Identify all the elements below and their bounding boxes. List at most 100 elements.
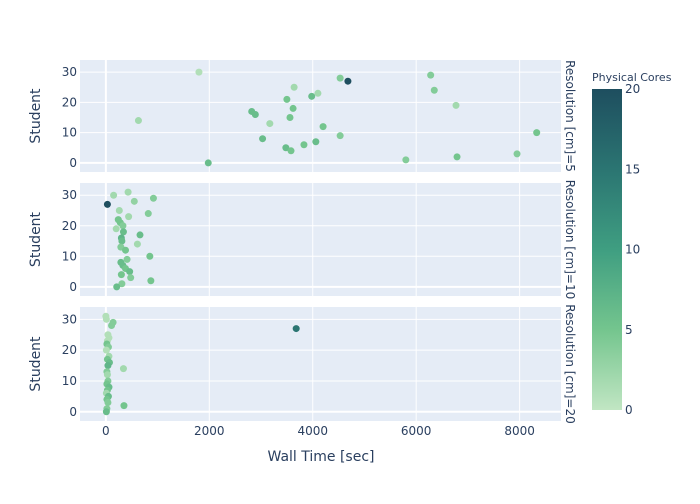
y-axis-title: Student bbox=[28, 336, 44, 392]
scatter-point[interactable] bbox=[110, 191, 118, 199]
scatter-point[interactable] bbox=[102, 315, 110, 323]
scatter-point[interactable] bbox=[113, 283, 121, 291]
y-tick-label: 0 bbox=[69, 280, 77, 294]
scatter-point[interactable] bbox=[266, 120, 274, 128]
scatter-point[interactable] bbox=[149, 194, 157, 202]
scatter-point[interactable] bbox=[319, 123, 327, 131]
scatter-point[interactable] bbox=[108, 321, 116, 329]
scatter-point[interactable] bbox=[104, 362, 112, 370]
scatter-point[interactable] bbox=[127, 274, 135, 282]
scatter-point[interactable] bbox=[452, 101, 460, 109]
colorbar-tick-label: 0 bbox=[625, 403, 633, 417]
scatter-point[interactable] bbox=[146, 252, 154, 260]
scatter-point[interactable] bbox=[195, 68, 203, 76]
scatter-point[interactable] bbox=[122, 246, 130, 254]
scatter-point[interactable] bbox=[120, 402, 128, 410]
scatter-point[interactable] bbox=[292, 325, 300, 333]
colorbar-tick-label: 15 bbox=[625, 162, 640, 176]
colorbar-tick-label: 5 bbox=[625, 323, 633, 337]
scatter-point[interactable] bbox=[118, 237, 126, 245]
scatter-point[interactable] bbox=[430, 86, 438, 94]
scatter-point[interactable] bbox=[119, 365, 127, 373]
scatter-point[interactable] bbox=[102, 408, 110, 416]
scatter-point[interactable] bbox=[119, 228, 127, 236]
y-tick-label: 30 bbox=[62, 65, 77, 79]
x-tick-label: 0 bbox=[102, 424, 110, 438]
colorbar: Physical Cores 0 5 10 15 20 bbox=[592, 71, 672, 417]
scatter-point[interactable] bbox=[112, 225, 120, 233]
scatter-point[interactable] bbox=[308, 92, 316, 100]
colorbar-title: Physical Cores bbox=[592, 71, 672, 84]
x-axis-title: Wall Time [sec] bbox=[268, 449, 375, 465]
plot-background bbox=[80, 307, 561, 421]
colorbar-tick-label: 20 bbox=[625, 82, 640, 96]
facet-label: Resolution [cm]=20 bbox=[563, 304, 577, 424]
colorbar-tick-label: 10 bbox=[625, 243, 640, 257]
facet-label: Resolution [cm]=10 bbox=[563, 180, 577, 300]
y-tick-label: 10 bbox=[62, 126, 77, 140]
facet-label: Resolution [cm]=5 bbox=[563, 60, 577, 172]
panel-2: 0 10 20 30 Student Resolution [cm]=10 bbox=[28, 180, 577, 300]
x-tick-label: 8000 bbox=[504, 424, 535, 438]
scatter-point[interactable] bbox=[103, 371, 111, 379]
scatter-point[interactable] bbox=[300, 141, 308, 149]
scatter-point[interactable] bbox=[133, 240, 141, 248]
scatter-point[interactable] bbox=[123, 255, 131, 263]
scatter-point[interactable] bbox=[344, 77, 352, 85]
y-tick-label: 20 bbox=[62, 95, 77, 109]
scatter-point[interactable] bbox=[102, 346, 110, 354]
y-tick-label: 30 bbox=[62, 312, 77, 326]
x-tick-label: 2000 bbox=[194, 424, 225, 438]
plot-background bbox=[80, 60, 561, 172]
scatter-point[interactable] bbox=[427, 71, 435, 79]
y-axis-title: Student bbox=[28, 211, 44, 267]
scatter-point[interactable] bbox=[283, 95, 291, 103]
scatter-point[interactable] bbox=[282, 144, 290, 152]
scatter-point[interactable] bbox=[533, 129, 541, 137]
scatter-point[interactable] bbox=[115, 206, 123, 214]
scatter-point[interactable] bbox=[336, 74, 344, 82]
scatter-point[interactable] bbox=[290, 83, 298, 91]
scatter-point[interactable] bbox=[251, 110, 259, 118]
scatter-point[interactable] bbox=[289, 104, 297, 112]
y-tick-label: 10 bbox=[62, 374, 77, 388]
panel-3: 0 10 20 30 Student Resolution [cm]=20 bbox=[28, 304, 577, 424]
scatter-point[interactable] bbox=[136, 231, 144, 239]
scatter-point[interactable] bbox=[287, 147, 295, 155]
scatter-point[interactable] bbox=[402, 156, 410, 164]
x-tick-label: 6000 bbox=[401, 424, 432, 438]
scatter-point[interactable] bbox=[312, 138, 320, 146]
scatter-point[interactable] bbox=[103, 200, 111, 208]
scatter-point[interactable] bbox=[126, 268, 134, 276]
scatter-point[interactable] bbox=[124, 188, 132, 196]
scatter-point[interactable] bbox=[117, 271, 125, 279]
colorbar-gradient bbox=[592, 89, 622, 410]
scatter-point[interactable] bbox=[130, 197, 138, 205]
scatter-point[interactable] bbox=[147, 277, 155, 285]
scatter-point[interactable] bbox=[336, 132, 344, 140]
y-tick-label: 20 bbox=[62, 219, 77, 233]
scatter-point[interactable] bbox=[453, 153, 461, 161]
plot-background bbox=[80, 183, 561, 296]
y-tick-label: 0 bbox=[69, 405, 77, 419]
y-tick-label: 10 bbox=[62, 249, 77, 263]
scatter-point[interactable] bbox=[118, 280, 126, 288]
x-tick-label: 4000 bbox=[297, 424, 328, 438]
scatter-point[interactable] bbox=[134, 117, 142, 125]
scatter-point[interactable] bbox=[314, 89, 322, 97]
scatter-point[interactable] bbox=[513, 150, 521, 158]
scatter-point[interactable] bbox=[286, 114, 294, 122]
y-tick-label: 30 bbox=[62, 188, 77, 202]
panel-1: 0 10 20 30 Student Resolution [cm]=5 bbox=[28, 60, 577, 172]
y-axis-title: Student bbox=[28, 88, 44, 144]
y-tick-label: 20 bbox=[62, 343, 77, 357]
scatter-point[interactable] bbox=[144, 210, 152, 218]
scatter-point[interactable] bbox=[104, 399, 112, 407]
y-tick-label: 0 bbox=[69, 156, 77, 170]
scatter-point[interactable] bbox=[119, 222, 127, 230]
scatter-point[interactable] bbox=[259, 135, 267, 143]
scatter-point[interactable] bbox=[125, 213, 133, 221]
scatter-point[interactable] bbox=[204, 159, 212, 167]
